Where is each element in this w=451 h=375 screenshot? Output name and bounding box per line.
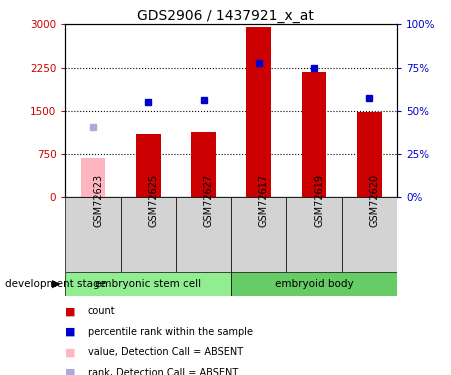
Text: GSM72617: GSM72617 — [259, 174, 269, 227]
Bar — [302, 72, 327, 197]
Text: embryonic stem cell: embryonic stem cell — [95, 279, 201, 289]
Bar — [342, 197, 397, 272]
Bar — [231, 272, 397, 296]
Bar — [286, 197, 342, 272]
Text: GDS2906 / 1437921_x_at: GDS2906 / 1437921_x_at — [137, 9, 314, 23]
Text: development stage: development stage — [5, 279, 106, 289]
Text: embryoid body: embryoid body — [275, 279, 353, 289]
Text: ■: ■ — [65, 327, 76, 337]
Bar — [121, 197, 176, 272]
Text: rank, Detection Call = ABSENT: rank, Detection Call = ABSENT — [88, 368, 238, 375]
Text: GSM72625: GSM72625 — [148, 174, 158, 227]
Text: value, Detection Call = ABSENT: value, Detection Call = ABSENT — [88, 348, 243, 357]
Bar — [136, 134, 161, 197]
Text: GSM72623: GSM72623 — [93, 174, 103, 227]
Bar — [246, 27, 271, 197]
Text: GSM72620: GSM72620 — [369, 174, 379, 227]
Bar — [81, 158, 106, 197]
Text: GSM72627: GSM72627 — [203, 174, 213, 227]
Text: ■: ■ — [65, 348, 76, 357]
Text: percentile rank within the sample: percentile rank within the sample — [88, 327, 253, 337]
Bar — [176, 197, 231, 272]
Text: ▶: ▶ — [52, 279, 60, 289]
Text: GSM72619: GSM72619 — [314, 174, 324, 227]
Text: ■: ■ — [65, 368, 76, 375]
Bar — [357, 112, 382, 197]
Bar — [65, 272, 231, 296]
Bar — [191, 132, 216, 197]
Text: ■: ■ — [65, 306, 76, 316]
Bar — [231, 197, 286, 272]
Text: count: count — [88, 306, 115, 316]
Bar — [65, 197, 121, 272]
